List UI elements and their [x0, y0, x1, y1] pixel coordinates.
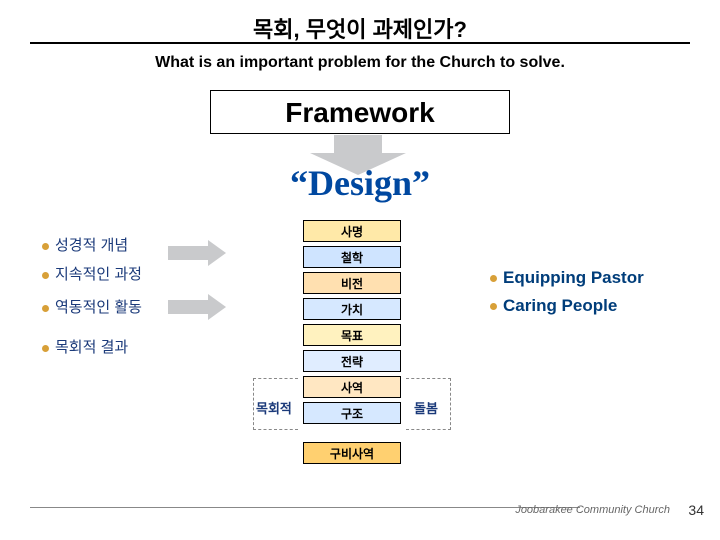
- bullet-result: 목회적 결과: [42, 336, 128, 357]
- pill-value: 가치: [303, 298, 401, 320]
- left-bullets-2: 역동적인 활동: [42, 296, 142, 325]
- pill-mission: 사명: [303, 220, 401, 242]
- framework-box: Framework: [210, 90, 510, 134]
- left-bullets: 성경적 개념 지속적인 과정: [42, 234, 142, 292]
- arrow-right-icon: [168, 240, 228, 266]
- bottom-summary-box: 구비사역: [303, 442, 401, 464]
- bullet-dot-icon: [42, 272, 49, 279]
- page-number: 34: [688, 502, 704, 518]
- design-heading: “Design”: [0, 162, 720, 204]
- pill-philosophy: 철학: [303, 246, 401, 268]
- arrow-shaft: [334, 135, 382, 153]
- bullet-text: Equipping Pastor: [503, 268, 644, 287]
- footer-divider: [30, 507, 580, 508]
- page-title: 목회, 무엇이 과제인가?: [0, 12, 720, 44]
- bullet-text: 성경적 개념: [55, 237, 128, 254]
- bullet-dot-icon: [490, 275, 497, 282]
- pill-vision: 비전: [303, 272, 401, 294]
- footer-church-name: Joobarakee Community Church: [515, 504, 670, 516]
- pill-goal: 목표: [303, 324, 401, 346]
- slide: 목회, 무엇이 과제인가? What is an important probl…: [0, 0, 720, 540]
- side-label-right: 돌봄: [414, 398, 438, 417]
- bullet-equipping: Equipping Pastor: [490, 268, 644, 288]
- side-label-left: 목회적: [256, 398, 292, 417]
- bullet-continuous: 지속적인 과정: [42, 263, 142, 284]
- bullet-dot-icon: [42, 243, 49, 250]
- page-subtitle: What is an important problem for the Chu…: [0, 54, 720, 72]
- bullet-dot-icon: [42, 305, 49, 312]
- bullet-text: 지속적인 과정: [55, 266, 142, 283]
- bullet-dot-icon: [42, 345, 49, 352]
- bullet-biblical: 성경적 개념: [42, 234, 142, 255]
- pill-ministry: 사역: [303, 376, 401, 398]
- bullet-dynamic: 역동적인 활동: [42, 296, 142, 317]
- bullet-dot-icon: [490, 303, 497, 310]
- design-pillar-column: 사명 철학 비전 가치 목표 전략 사역 구조: [303, 220, 401, 428]
- pill-structure: 구조: [303, 402, 401, 424]
- left-bullets-3: 목회적 결과: [42, 336, 128, 365]
- bullet-caring: Caring People: [490, 296, 644, 316]
- title-divider: [30, 42, 690, 44]
- right-bullets: Equipping Pastor Caring People: [490, 268, 644, 324]
- arrow-right-icon: [168, 294, 228, 320]
- bullet-text: Caring People: [503, 296, 617, 315]
- pill-strategy: 전략: [303, 350, 401, 372]
- bullet-text: 역동적인 활동: [55, 299, 142, 316]
- bullet-text: 목회적 결과: [55, 339, 128, 356]
